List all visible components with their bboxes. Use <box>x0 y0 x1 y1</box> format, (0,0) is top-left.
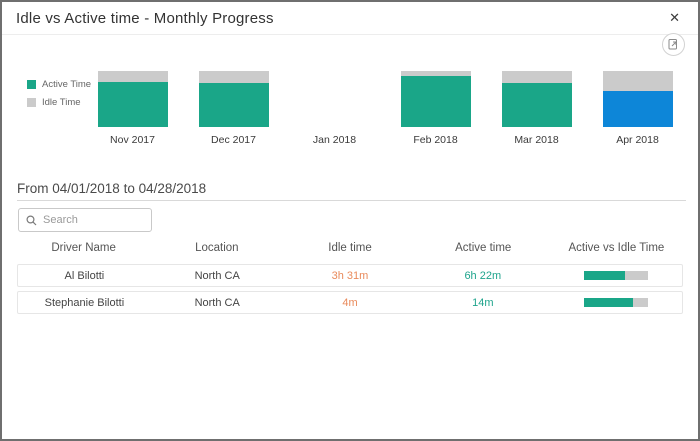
bar-idle-segment <box>97 71 168 82</box>
bar-active-segment <box>198 82 269 127</box>
month-label: Dec 2017 <box>211 134 256 146</box>
progress-fill <box>583 271 625 280</box>
driver-name-cell: Stephanie Bilotti <box>44 296 125 309</box>
legend-label: Idle Time <box>42 97 81 108</box>
chart-legend: Active Time Idle Time <box>27 79 91 115</box>
dialog-header: Idle vs Active time - Monthly Progress <box>2 2 698 35</box>
search-box[interactable] <box>18 208 152 232</box>
bar-idle-segment <box>602 71 673 91</box>
idle-time-cell: 3h 31m <box>331 269 369 282</box>
column-header: Active time <box>455 242 512 254</box>
stacked-bar[interactable] <box>501 71 572 127</box>
chart-column[interactable]: Apr 2018 <box>587 71 688 146</box>
stacked-bar[interactable] <box>602 71 673 127</box>
month-label: Jan 2018 <box>312 134 357 146</box>
active-time-cell: 6h 22m <box>464 269 502 282</box>
column-header: Location <box>195 242 239 254</box>
month-label: Mar 2018 <box>514 134 559 146</box>
table-row[interactable]: Al Bilotti North CA 3h 31m 6h 22m <box>17 264 683 287</box>
stacked-bar[interactable] <box>97 71 168 127</box>
stacked-bar[interactable] <box>400 71 471 127</box>
active-vs-idle-cell <box>549 271 682 280</box>
active-vs-idle-progressbar <box>583 271 648 280</box>
chart-column[interactable]: Dec 2017 <box>183 71 284 146</box>
column-header: Active vs Idle Time <box>568 242 665 254</box>
export-report-button[interactable] <box>662 33 685 56</box>
chart-column[interactable]: Nov 2017 <box>82 71 183 146</box>
column-header: Idle time <box>328 242 372 254</box>
stacked-bar[interactable] <box>198 71 269 127</box>
search-input[interactable] <box>43 214 144 226</box>
legend-swatch-icon <box>27 98 36 107</box>
table-body: Al Bilotti North CA 3h 31m 6h 22m Stephanie … <box>17 264 683 314</box>
legend-item: Idle Time <box>27 97 91 108</box>
chart-column[interactable]: Mar 2018 <box>486 71 587 146</box>
table-header-row: Driver Name Location Idle time Active time A… <box>17 242 683 260</box>
chart-column[interactable]: Feb 2018 <box>385 71 486 146</box>
active-time-cell: 14m <box>472 296 494 309</box>
month-label: Feb 2018 <box>413 134 458 146</box>
active-vs-idle-cell <box>549 298 682 307</box>
date-range-divider <box>17 200 686 201</box>
location-cell: North CA <box>194 269 240 282</box>
chart-bars: Nov 2017 Dec 2017 Jan 2018 Feb 2018 Mar 2018… <box>82 71 688 146</box>
close-icon[interactable]: ✕ <box>669 10 680 25</box>
search-icon <box>26 214 37 225</box>
location-cell: North CA <box>194 296 240 309</box>
monthly-progress-chart: Active Time Idle Time Nov 2017 Dec 2017 Jan… <box>2 35 698 170</box>
bar-idle-segment <box>198 71 269 83</box>
month-label: Apr 2018 <box>616 134 659 146</box>
bar-active-segment <box>501 82 572 127</box>
legend-swatch-icon <box>27 80 36 89</box>
drivers-table: Driver Name Location Idle time Active time A… <box>17 242 683 314</box>
bar-active-segment <box>97 81 168 127</box>
bar-idle-segment <box>501 71 572 83</box>
bar-idle-segment <box>400 71 471 77</box>
driver-name-cell: Al Bilotti <box>64 269 105 282</box>
active-vs-idle-progressbar <box>583 298 648 307</box>
legend-label: Active Time <box>42 79 92 90</box>
legend-item: Active Time <box>27 79 91 90</box>
column-header: Driver Name <box>51 242 116 254</box>
table-row[interactable]: Stephanie Bilotti North CA 4m 14m <box>17 291 683 314</box>
date-range-title: From 04/01/2018 to 04/28/2018 <box>17 181 207 196</box>
progress-fill <box>583 298 634 307</box>
bar-active-segment <box>400 76 471 127</box>
idle-time-cell: 4m <box>342 296 358 309</box>
month-label: Nov 2017 <box>110 134 155 146</box>
stacked-bar[interactable] <box>300 71 370 127</box>
chart-column[interactable]: Jan 2018 <box>284 71 385 146</box>
export-report-icon <box>668 39 677 50</box>
progress-track <box>633 298 648 307</box>
progress-track <box>624 271 648 280</box>
bar-active-segment <box>602 90 673 127</box>
dialog-title: Idle vs Active time - Monthly Progress <box>16 9 274 27</box>
